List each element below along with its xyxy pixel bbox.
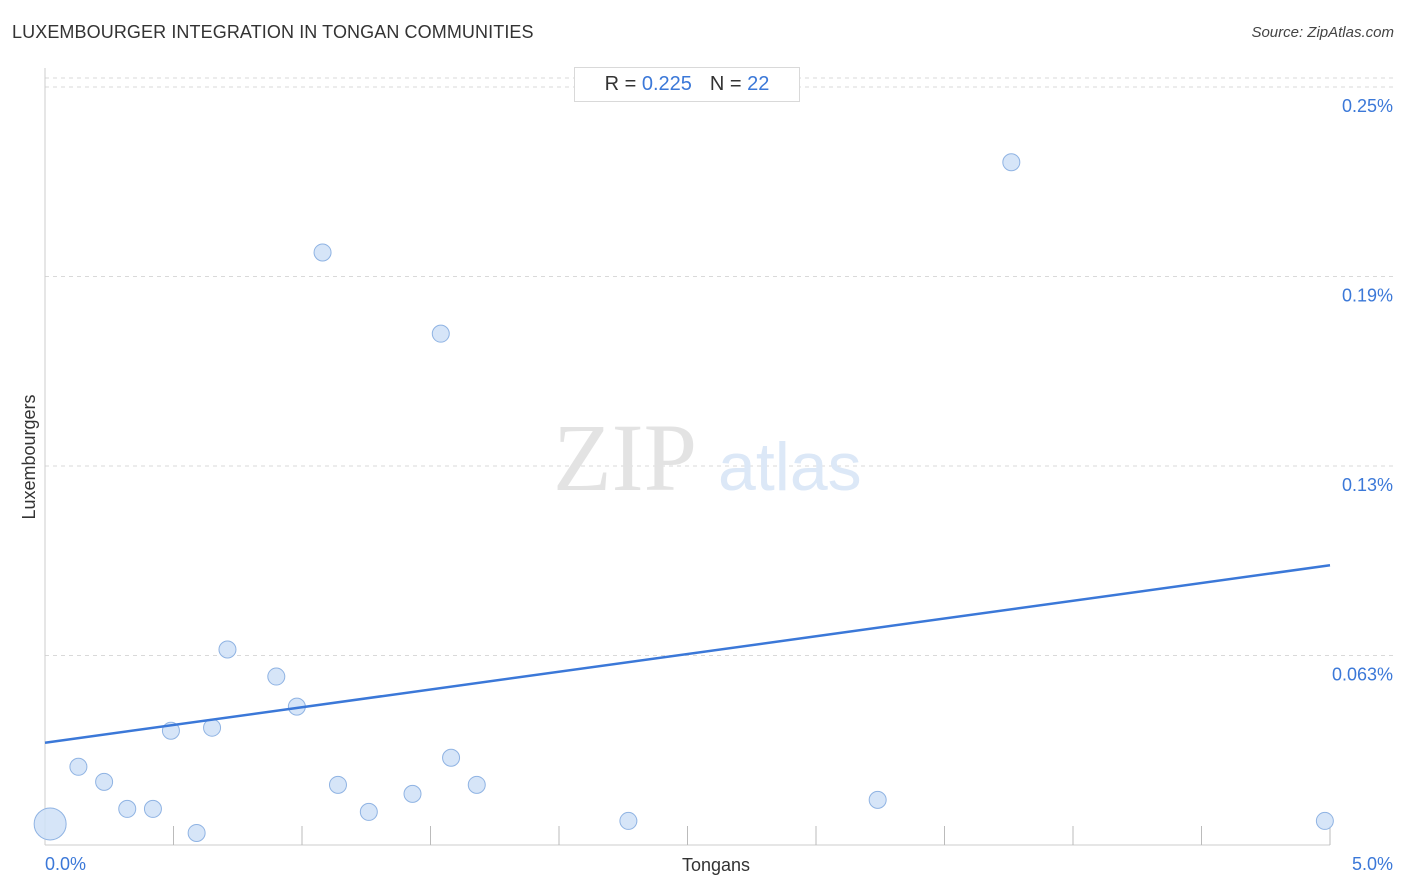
y-tick-label: 0.13% [1342, 475, 1393, 495]
chart-title: LUXEMBOURGER INTEGRATION IN TONGAN COMMU… [12, 22, 534, 42]
data-point [1002, 153, 1021, 172]
data-point [1315, 811, 1334, 830]
x-tick-label: 0.0% [45, 854, 86, 874]
n-label: N = [709, 73, 742, 95]
data-point [868, 790, 887, 809]
data-point [328, 775, 347, 794]
x-axis-label: Tongans [682, 855, 750, 875]
data-point [143, 799, 162, 818]
grid-lines [45, 77, 1395, 657]
tick-labels: 0.063% 0.13% 0.19% 0.25% 0.0% 5.0% [45, 96, 1393, 874]
x-tick-label: 5.0% [1352, 854, 1393, 874]
data-point [467, 775, 486, 794]
data-point [403, 784, 422, 803]
trendline-group [44, 564, 1331, 744]
watermark-atlas: atlas [718, 429, 862, 505]
r-stat: R = 0.225 [605, 73, 692, 96]
data-point [313, 243, 332, 262]
data-point [33, 807, 67, 841]
r-label: R = [604, 73, 637, 95]
data-point [118, 799, 137, 818]
watermark-zip: ZIP [553, 404, 697, 511]
data-points [33, 153, 1334, 842]
stats-box: R = 0.225 N = 22 [574, 67, 800, 102]
data-point [431, 324, 450, 343]
axis-labels: Tongans Luxembourgers [19, 394, 750, 875]
n-value: 22 [747, 73, 770, 95]
trendline [44, 564, 1331, 744]
data-point [69, 757, 88, 776]
y-tick-label: 0.063% [1332, 665, 1393, 685]
y-tick-label: 0.25% [1342, 96, 1393, 116]
data-point [95, 772, 114, 791]
data-point [442, 748, 461, 767]
n-stat: N = 22 [710, 73, 770, 96]
zipatlas-watermark: ZIP atlas [553, 404, 862, 511]
y-axis-label: Luxembourgers [19, 394, 39, 519]
data-point [267, 667, 286, 686]
data-point [619, 811, 638, 830]
data-point [359, 802, 378, 821]
data-point [218, 640, 237, 659]
x-tick-marks [173, 826, 1331, 845]
source-label: Source: ZipAtlas.com [1251, 24, 1394, 41]
y-tick-label: 0.19% [1342, 286, 1393, 306]
data-point [187, 823, 206, 842]
r-value: 0.225 [641, 73, 692, 95]
